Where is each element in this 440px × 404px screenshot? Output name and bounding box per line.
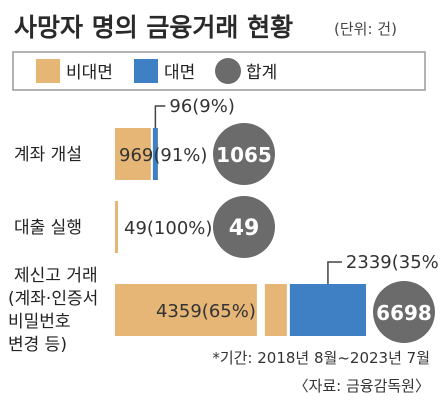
category-label: 대출 실행 — [14, 218, 82, 238]
value-label-face: 2339(35%) — [346, 252, 440, 273]
leader-line — [327, 261, 342, 284]
bar-segment-nonface — [115, 128, 151, 180]
category-sublabel: (계좌·인증서 — [8, 289, 98, 309]
total-circle — [213, 123, 275, 185]
category-label: 계좌 개설 — [14, 145, 82, 165]
legend-swatch-face — [134, 59, 158, 83]
bar-segment-face — [152, 128, 158, 180]
total-label: 1065 — [216, 143, 272, 167]
bar-segment-nonface-extra — [264, 284, 287, 336]
footnote-source: 〈자료: 금융감독원〉 — [294, 377, 430, 395]
category-sublabel: 비밀번호 — [8, 312, 71, 332]
total-circle — [373, 281, 435, 343]
value-label-face: 96(9%) — [169, 96, 235, 117]
legend-label-face: 대면 — [164, 63, 195, 83]
total-circle — [213, 196, 275, 258]
category-label: 제신고 거래 — [14, 266, 98, 286]
chart-title: 사망자 명의 금융거래 현황 — [14, 13, 293, 42]
legend-swatch-nonface — [36, 59, 60, 83]
bar-segment-face — [289, 284, 366, 336]
legend-box — [12, 51, 426, 91]
value-label-nonface: 4359(65%) — [156, 301, 256, 322]
bar-segment-nonface — [115, 284, 257, 336]
total-label: 49 — [229, 216, 260, 241]
legend-label-nonface: 비대면 — [66, 63, 113, 83]
total-label: 6698 — [376, 301, 432, 325]
value-label-nonface: 49(100%) — [124, 218, 212, 239]
legend-label-total: 합계 — [246, 63, 277, 83]
footnote-period: *기간: 2018년 8월~2023년 7월 — [212, 349, 430, 367]
leader-line — [154, 105, 166, 128]
bar-segment-nonface — [115, 201, 118, 253]
unit-label: (단위: 건) — [334, 20, 397, 38]
value-label-nonface: 969(91%) — [119, 145, 207, 166]
category-sublabel: 변경 등) — [8, 335, 67, 355]
legend-marker-total — [215, 58, 241, 84]
